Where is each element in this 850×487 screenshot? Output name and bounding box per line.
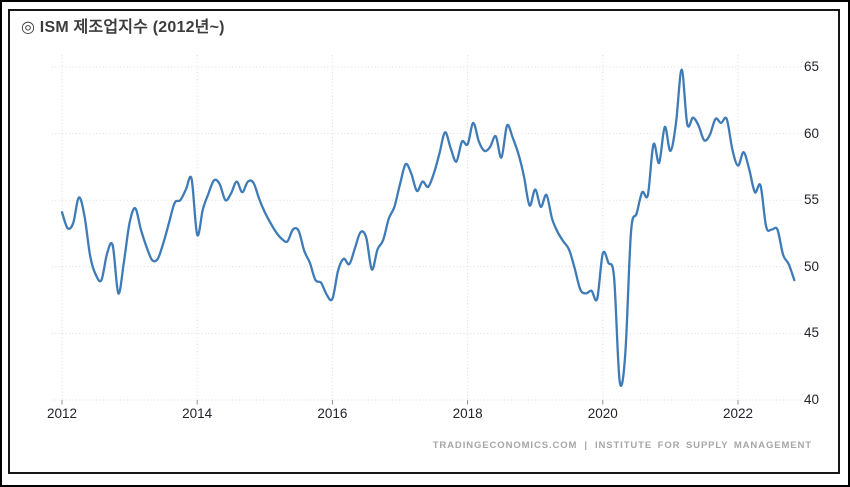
- y-axis-label: 65: [804, 59, 820, 74]
- y-axis-label: 55: [804, 192, 820, 208]
- source-tradingeconomics: TRADINGECONOMICS.COM: [432, 440, 578, 451]
- x-axis-label: 2020: [587, 406, 618, 421]
- y-axis-label: 60: [804, 125, 820, 141]
- x-axis-label: 2022: [722, 406, 754, 421]
- y-axis-label: 45: [804, 325, 820, 341]
- y-axis-label: 50: [804, 258, 820, 274]
- x-axis-label: 2016: [317, 406, 348, 421]
- source-separator: |: [584, 440, 588, 451]
- x-axis-label: 2018: [452, 406, 483, 421]
- chart-panel-border: [8, 9, 840, 474]
- source-institute: INSTITUTE FOR SUPPLY MANAGEMENT: [594, 440, 812, 451]
- source-attribution: TRADINGECONOMICS.COM | INSTITUTE FOR SUPPL…: [433, 440, 812, 451]
- x-axis-label: 2012: [46, 406, 78, 421]
- y-axis-label: 40: [804, 392, 820, 407]
- chart-title: ◎ ISM 제조업지수 (2012년~): [21, 19, 225, 36]
- x-axis-label: 2014: [182, 406, 213, 421]
